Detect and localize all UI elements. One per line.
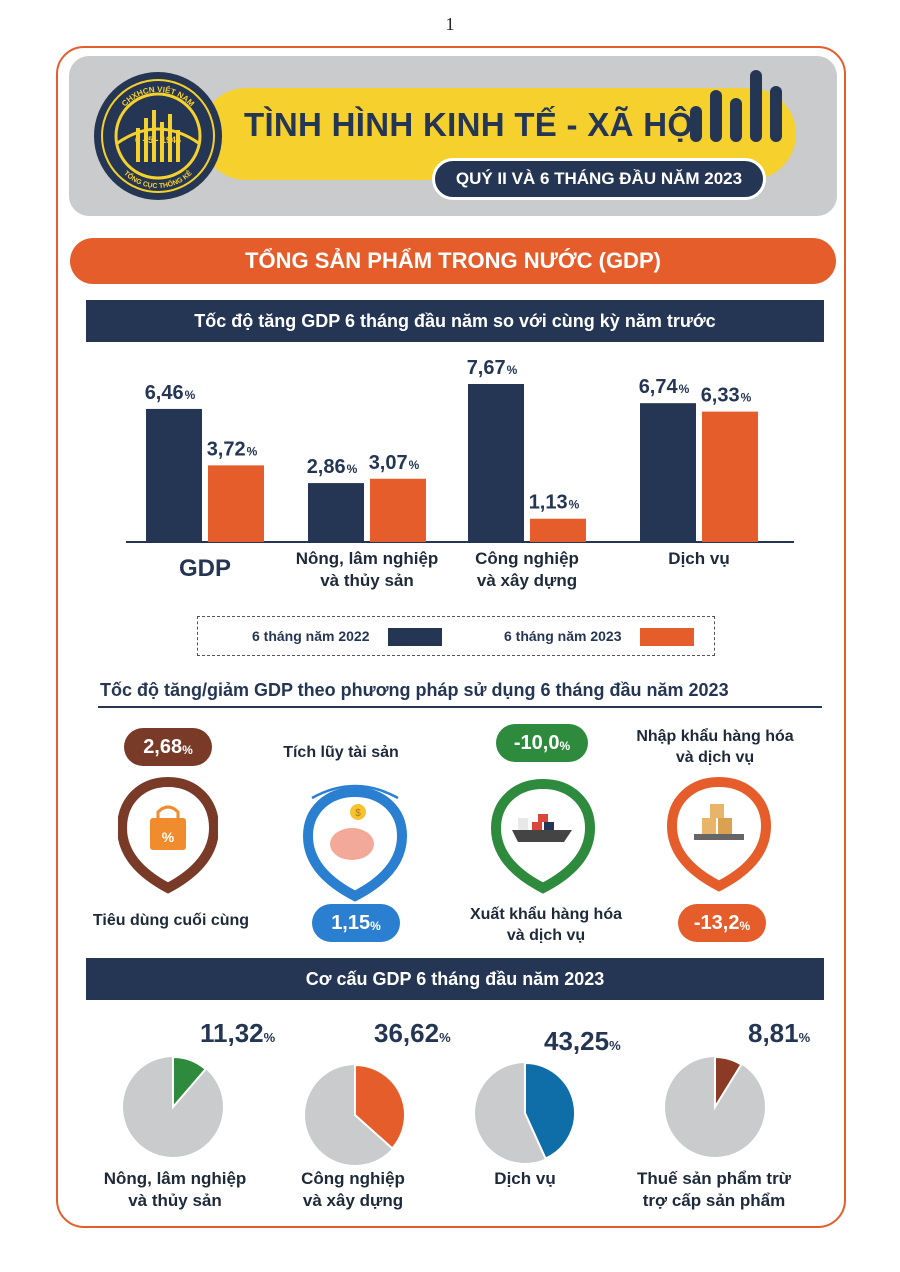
bar-2023-0 (208, 465, 264, 542)
pie-value-2: 36,62% (374, 1018, 451, 1048)
consumption-value: 2,68 (143, 735, 183, 758)
pie-4 (665, 1055, 765, 1157)
bar-label-1-1: 3,07% (369, 452, 420, 474)
bar-label-0-0: 6,46% (145, 382, 196, 404)
gso-logo-icon: 6 - 5 - 1946 CHXHCN VIỆT NAM TỔNG CỤC TH… (94, 72, 222, 200)
pie-slice-2 (524, 1061, 576, 1160)
imports-value-badge: -13,2% (678, 904, 766, 942)
legend-label-2022: 6 tháng năm 2022 (252, 628, 370, 644)
pie-section-title: Cơ cấu GDP 6 tháng đầu năm 2023 (86, 958, 824, 1000)
svg-text:%: % (162, 829, 175, 845)
bar-2022-2 (468, 384, 524, 542)
pie-label-3: Dịch vụ (494, 1169, 556, 1188)
logo-date: 6 - 5 - 1946 (135, 135, 181, 145)
bar-2022-3 (640, 403, 696, 542)
pie-1 (123, 1055, 223, 1157)
divider (98, 706, 822, 708)
gdp-growth-bar-chart: 6,46% 3,72% GDP 2,86% 3,07% Nông, lâm nghiệp v… (126, 357, 794, 590)
category-label-3: Dịch vụ (668, 549, 729, 568)
capital-badge: $ (302, 784, 408, 902)
pie-2 (305, 1063, 406, 1165)
page-number: 1 (445, 14, 455, 34)
imports-label: Nhập khẩu hàng hóa và dịch vụ (636, 728, 794, 766)
pie-label-2: Công nghiệp và xây dựng (301, 1169, 405, 1210)
page-title: TÌNH HÌNH KINH TẾ - XÃ HỘI (244, 106, 703, 143)
cargo-ship-icon (512, 814, 572, 842)
pie-label-1: Nông, lâm nghiệp và thủy sản (103, 1169, 247, 1210)
pie-value-4: 8,81% (748, 1018, 811, 1048)
exports-value-badge: -10,0% (496, 724, 588, 762)
expenditure-title: Tốc độ tăng/giảm GDP theo phương pháp sử… (100, 680, 729, 700)
exports-label: Xuất khẩu hàng hóa và dịch vụ (469, 906, 622, 944)
pie-3 (475, 1061, 576, 1163)
svg-text:$: $ (355, 808, 361, 819)
pie-slice-1 (354, 1063, 406, 1150)
pie-slice-0 (172, 1055, 208, 1110)
shopping-bag-icon: % (150, 805, 186, 850)
period-badge: QUÝ II VÀ 6 THÁNG ĐẦU NĂM 2023 (432, 158, 766, 200)
page-frame (56, 46, 846, 1228)
legend-label-2023: 6 tháng năm 2023 (504, 628, 622, 644)
bar-chart-icon (690, 70, 782, 142)
category-label-0: GDP (179, 555, 231, 582)
pie-value-3: 43,25% (544, 1026, 621, 1056)
bar-2023-3 (702, 411, 758, 542)
warehouse-boxes-icon (694, 804, 744, 840)
capital-value: 1,15 (331, 911, 371, 934)
bar-2022-1 (308, 483, 364, 542)
capital-label: Tích lũy tài sản (283, 744, 399, 761)
bar-2023-1 (370, 478, 426, 542)
capital-value-badge: 1,15% (312, 904, 400, 942)
pie-slice-3 (714, 1055, 743, 1111)
bar-2023-2 (530, 518, 586, 542)
consumption-label: Tiêu dùng cuối cùng (92, 912, 250, 929)
pie-label-4: Thuế sản phẩm trừ trợ cấp sản phẩm (637, 1169, 791, 1210)
consumption-badge: % (118, 776, 218, 894)
pie-value-1: 11,32% (200, 1018, 276, 1048)
piggy-bank-icon: $ (330, 804, 374, 860)
bar-label-0-3: 6,74% (639, 376, 690, 398)
category-label-2: Công nghiệp và xây dựng (475, 549, 579, 590)
consumption-value-badge: 2,68% (124, 728, 212, 766)
exports-value: -10,0 (513, 731, 560, 754)
bar-label-0-2: 7,67% (467, 357, 518, 379)
imports-value: -13,2 (693, 911, 740, 934)
legend-swatch-2022 (388, 628, 442, 646)
bar-label-0-1: 2,86% (307, 456, 358, 478)
bar-label-1-2: 1,13% (529, 492, 580, 514)
section-title: TỔNG SẢN PHẨM TRONG NƯỚC (GDP) (70, 238, 836, 284)
bar-chart-title: Tốc độ tăng GDP 6 tháng đầu năm so với c… (86, 300, 824, 342)
bar-label-1-0: 3,72% (207, 438, 258, 460)
chart-legend: 6 tháng năm 2022 6 tháng năm 2023 (197, 616, 715, 656)
imports-badge (666, 776, 772, 892)
exports-badge (490, 778, 596, 894)
category-label-1: Nông, lâm nghiệp và thủy sản (296, 549, 439, 590)
legend-swatch-2023 (640, 628, 694, 646)
bar-label-1-3: 6,33% (701, 385, 752, 407)
bar-2022-0 (146, 408, 202, 542)
